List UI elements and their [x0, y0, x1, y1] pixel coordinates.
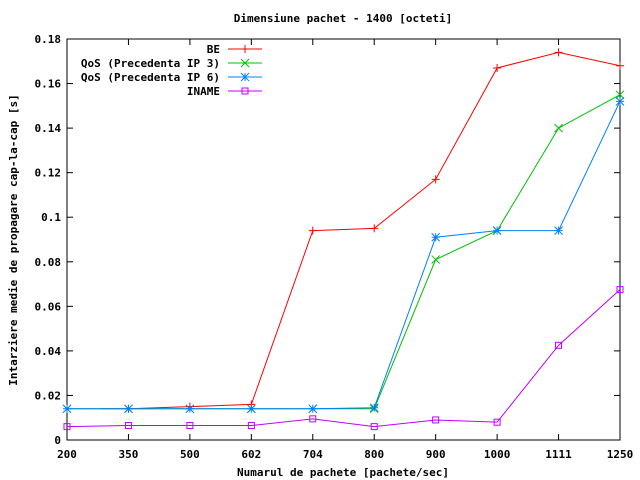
data-point: [124, 422, 132, 430]
data-point: [186, 422, 194, 430]
chart-title: Dimensiune pachet - 1400 [octeti]: [234, 12, 453, 25]
y-tick-label: 0.18: [35, 33, 62, 46]
data-point: [554, 48, 563, 57]
y-tick-label: 0.1: [41, 211, 61, 224]
data-point: [369, 403, 379, 413]
data-point: [615, 90, 625, 100]
y-tick-label: 0.02: [35, 389, 62, 402]
data-point: [431, 255, 441, 264]
x-tick-label: 1000: [484, 448, 511, 461]
series-line: [67, 101, 621, 410]
data-point: [431, 232, 441, 242]
data-point: [554, 226, 563, 235]
data-point: [370, 423, 378, 431]
legend-marker: [241, 87, 249, 95]
data-point: [554, 123, 563, 133]
series-1: [62, 90, 625, 414]
x-tick-label: 350: [119, 448, 139, 461]
y-tick-label: 0.16: [35, 78, 62, 91]
y-tick-label: 0: [54, 434, 61, 447]
x-tick-label: 500: [180, 448, 200, 461]
legend-label: INAME: [187, 85, 220, 98]
legend-marker: [240, 58, 250, 68]
x-tick-label: 900: [426, 448, 446, 461]
x-tick-label: 1111: [545, 448, 572, 461]
data-point: [63, 423, 71, 431]
x-tick-label: 602: [241, 448, 261, 461]
data-point: [431, 175, 440, 184]
data-point: [493, 418, 501, 426]
axes-group: 0 0.02 0.04 0.06 0.08 0.1 0.12 0.14 0.16 0.18 200 3…: [35, 33, 634, 461]
data-point: [616, 61, 624, 70]
data-point: [493, 63, 502, 72]
data-point: [308, 226, 317, 235]
series-3: [63, 286, 624, 431]
data-point: [246, 404, 256, 414]
data-point: [62, 404, 72, 414]
data-point: [615, 97, 625, 106]
plot-frame: [66, 38, 621, 441]
y-tick-label: 0.04: [35, 345, 62, 358]
data-point: [308, 404, 318, 414]
x-tick-label: 704: [303, 448, 323, 461]
data-point: [247, 422, 255, 430]
data-point: [616, 286, 624, 294]
legend-label: QoS (Precedenta IP 6): [81, 71, 220, 84]
legend-label: BE: [207, 43, 220, 56]
data-point: [370, 224, 379, 233]
data-point: [124, 404, 133, 414]
x-tick-label: 200: [57, 448, 77, 461]
y-axis-label: Intarziere medie de propagare cap-la-cap…: [7, 94, 20, 385]
data-point: [309, 415, 317, 423]
legend-label: QoS (Precedenta IP 3): [81, 57, 220, 70]
y-tick-label: 0.12: [35, 167, 62, 180]
data-point: [432, 416, 440, 424]
series-2: [62, 97, 625, 414]
y-tick-label: 0.06: [35, 300, 62, 313]
series-line: [67, 94, 621, 410]
legend-marker: [240, 72, 250, 82]
series-layer: [62, 48, 625, 431]
x-tick-label: 1250: [607, 448, 634, 461]
y-tick-label: 0.14: [35, 122, 62, 135]
series-line: [100, 51, 621, 410]
data-point: [492, 226, 502, 235]
y-tick-label: 0.08: [35, 256, 62, 269]
data-point: [555, 341, 563, 349]
data-point: [185, 404, 195, 414]
series-line: [66, 289, 621, 428]
legend-marker: [241, 45, 249, 53]
x-axis-label: Numarul de pachete [pachete/sec]: [237, 466, 449, 479]
x-tick-label: 800: [364, 448, 384, 461]
